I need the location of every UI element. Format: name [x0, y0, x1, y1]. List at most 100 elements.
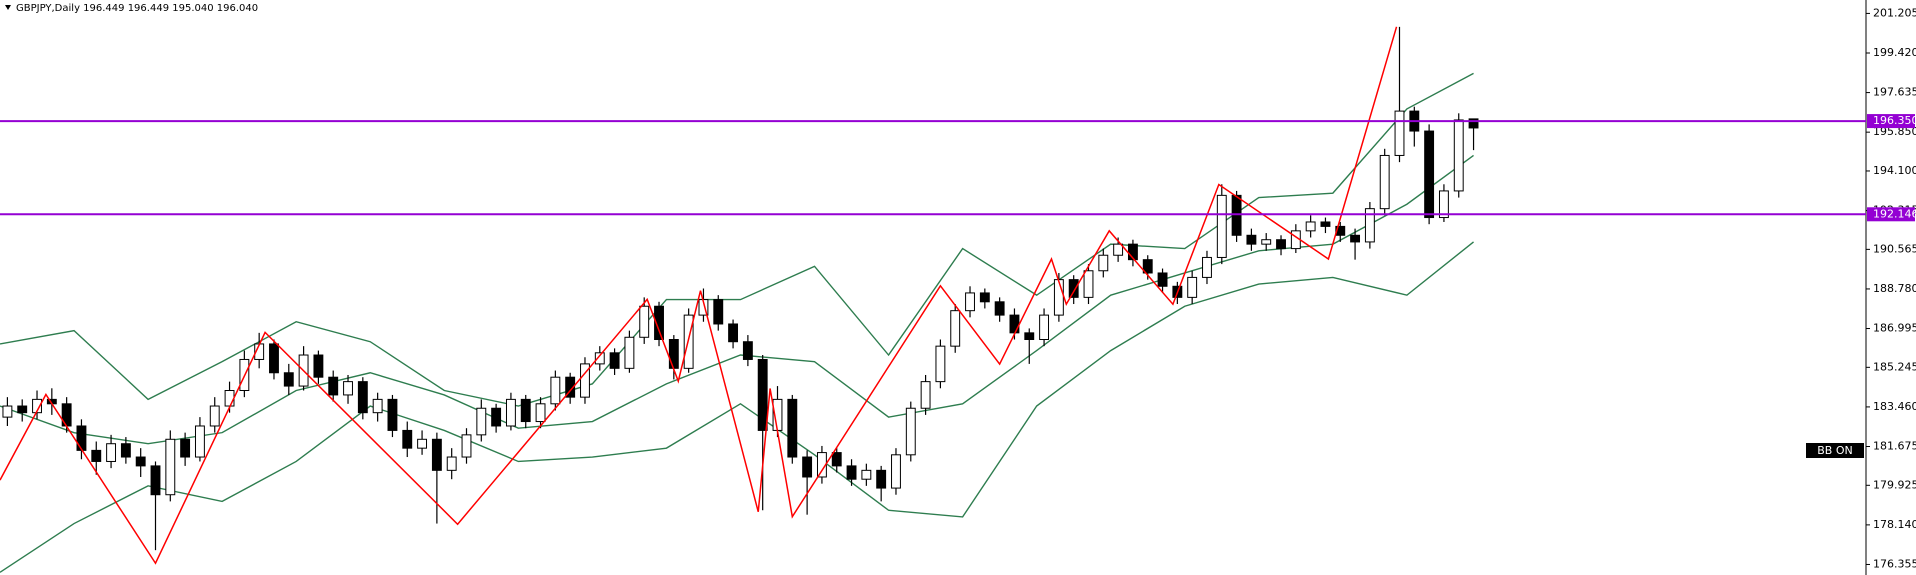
- candle-body: [520, 398, 531, 423]
- candle-body: [1453, 119, 1464, 192]
- candle-body: [76, 425, 87, 451]
- candle-body: [713, 299, 724, 325]
- candle-body: [1187, 276, 1198, 298]
- candle-body: [1335, 225, 1346, 236]
- candle-body: [17, 405, 28, 414]
- candle-body: [343, 381, 353, 396]
- bollinger-band: [0, 154, 1474, 445]
- menu-triangle: [5, 5, 11, 10]
- zigzag: [0, 26, 1398, 565]
- candle-body: [1083, 270, 1094, 298]
- candle-body: [1142, 259, 1153, 274]
- candle-body: [1053, 279, 1064, 316]
- bb-label-box: [1806, 443, 1864, 458]
- y-tick-label: 201.205: [1873, 6, 1916, 19]
- candle-body: [1394, 110, 1405, 156]
- candle-body: [1009, 314, 1020, 334]
- candle-body: [313, 354, 324, 378]
- candle-body: [135, 456, 146, 467]
- candle-body: [639, 305, 650, 338]
- candle-body: [891, 454, 901, 489]
- candle-body: [1098, 254, 1109, 272]
- candle-body: [565, 376, 576, 398]
- candle-body: [180, 438, 191, 458]
- candle-body: [446, 456, 457, 471]
- candle-body: [1231, 194, 1242, 236]
- candle-body: [920, 381, 931, 409]
- y-tick-label: 194.100: [1873, 164, 1916, 177]
- candle-body: [1246, 234, 1257, 245]
- candle-body: [757, 358, 768, 431]
- candle-body: [224, 390, 235, 407]
- candle-body: [1364, 208, 1375, 243]
- candle-body: [165, 438, 176, 496]
- candle-body: [402, 429, 413, 449]
- candle-body: [1305, 221, 1316, 232]
- candle-body: [831, 452, 842, 467]
- candle-body: [965, 292, 975, 312]
- candle-body: [476, 407, 487, 436]
- candle-body: [269, 343, 279, 374]
- candle-body: [194, 425, 205, 458]
- candle-body: [505, 398, 516, 427]
- bollinger-band: [0, 241, 1474, 573]
- candle-body: [935, 345, 946, 383]
- y-tick-label: 190.565: [1873, 242, 1916, 255]
- chart-title: GBPJPY,Daily 196.449 196.449 195.040 196…: [16, 3, 258, 14]
- candle-body: [1276, 239, 1286, 250]
- candle-body: [1202, 256, 1212, 278]
- candle-body: [372, 398, 383, 414]
- price-label-box: [1867, 114, 1915, 129]
- candle-body: [876, 469, 887, 489]
- candle-body: [994, 301, 1005, 316]
- candle-body: [979, 292, 990, 303]
- price-label-box: [1867, 207, 1915, 222]
- y-tick-label: 179.925: [1873, 478, 1916, 491]
- y-tick-label: 183.460: [1873, 400, 1916, 413]
- candle-body: [1024, 332, 1035, 341]
- candle-body: [609, 352, 620, 369]
- y-tick-label: 178.140: [1873, 518, 1916, 531]
- y-tick-label: 197.635: [1873, 86, 1916, 99]
- candle-body: [742, 341, 753, 360]
- candle-body: [787, 398, 798, 458]
- price-label: 192.146: [1873, 207, 1916, 220]
- candle-body: [150, 465, 161, 496]
- candle-body: [120, 443, 131, 458]
- candle-body: [328, 376, 339, 396]
- candle-body: [387, 398, 398, 431]
- candle-body: [1039, 314, 1050, 341]
- candle-body: [357, 381, 368, 414]
- candle-body: [654, 305, 664, 341]
- candle-body: [283, 372, 294, 387]
- candle-body: [1320, 221, 1331, 227]
- y-tick-label: 195.850: [1873, 125, 1916, 138]
- candle-body: [461, 434, 472, 458]
- candle-body: [431, 438, 442, 471]
- candle-body: [2, 405, 13, 418]
- price-label: 196.350: [1873, 114, 1916, 127]
- y-tick-label: 176.355: [1873, 557, 1916, 570]
- candle-body: [594, 352, 605, 365]
- candle-body: [1113, 243, 1124, 256]
- candle-body: [535, 403, 546, 423]
- candle-body: [580, 363, 590, 398]
- y-tick-label: 181.675: [1873, 439, 1916, 452]
- candle-body: [950, 310, 961, 347]
- candle-body: [1261, 239, 1272, 245]
- candle-body: [846, 465, 857, 480]
- bb-label: BB ON: [1817, 444, 1852, 457]
- y-tick-label: 188.780: [1873, 282, 1916, 295]
- candle-body: [668, 339, 679, 369]
- candle-body: [1438, 190, 1449, 219]
- candle-body: [491, 407, 502, 427]
- candle-body: [802, 456, 813, 478]
- y-tick-label: 199.420: [1873, 46, 1916, 59]
- candle-body: [1424, 130, 1435, 219]
- candle-body: [861, 469, 872, 480]
- candle-body: [32, 398, 42, 414]
- candle-body: [1068, 279, 1079, 298]
- candle-body: [1350, 234, 1361, 243]
- candle-body: [550, 376, 561, 405]
